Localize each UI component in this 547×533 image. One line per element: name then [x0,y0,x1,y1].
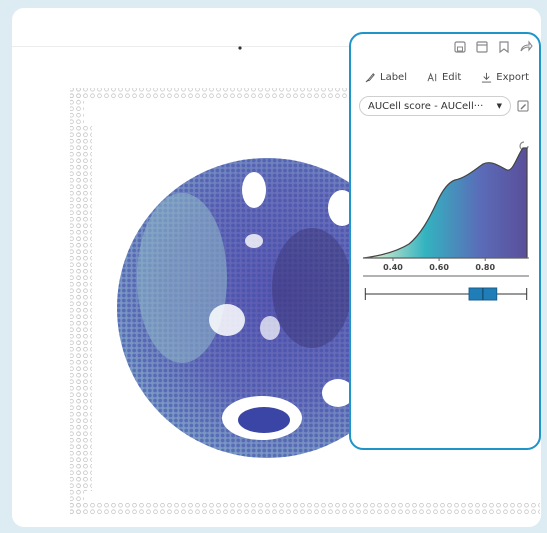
spatial-tissue-image[interactable] [12,8,541,527]
bookmark-icon[interactable] [497,40,511,54]
fiducial-frame-bottom [70,503,540,515]
score-select-value: AUCell score - AUCell··· [368,100,484,112]
chevron-down-icon: ▼ [496,102,502,110]
download-icon [482,72,492,83]
score-boxplot[interactable] [364,287,528,301]
score-select-row: AUCell score - AUCell··· ▼ [359,96,529,116]
brush-icon [365,73,375,83]
export-button-text: Export [496,72,529,83]
edit-button[interactable]: Edit [427,72,461,83]
center-marker [238,46,242,50]
print-icon[interactable] [475,40,489,54]
text-edit-icon [427,72,437,82]
score-histogram[interactable]: 0.40 0.60 0.80 [351,134,539,334]
panel-toolbar [453,40,533,54]
histogram-ticks: 0.40 0.60 0.80 [383,258,495,272]
tick-label: 0.40 [383,263,403,272]
canvas-top-divider [12,46,541,47]
edit-square-icon[interactable] [517,100,529,112]
histogram-area [362,147,528,259]
score-panel: Label Edit Export AUCell score - AUCell·… [349,32,541,450]
label-button-text: Label [380,72,407,83]
score-select[interactable]: AUCell score - AUCell··· ▼ [359,96,511,116]
label-button[interactable]: Label [365,72,407,83]
tick-label: 0.80 [475,263,495,272]
save-icon[interactable] [453,40,467,54]
tick-label: 0.60 [429,263,449,272]
export-button[interactable]: Export [481,72,529,83]
edit-button-text: Edit [441,72,462,83]
tissue-section [117,158,417,458]
share-icon[interactable] [519,40,533,54]
action-bar: Label Edit Export [365,72,529,83]
fiducial-frame-left-inner [78,126,92,491]
